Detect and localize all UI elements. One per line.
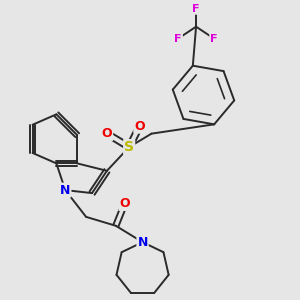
Text: F: F [192, 4, 200, 14]
Text: S: S [124, 140, 134, 154]
Text: O: O [134, 120, 145, 133]
Text: N: N [60, 184, 70, 196]
Text: N: N [137, 236, 148, 249]
Text: O: O [119, 197, 130, 210]
Text: O: O [102, 127, 112, 140]
Text: F: F [210, 34, 218, 44]
Text: F: F [175, 34, 182, 44]
